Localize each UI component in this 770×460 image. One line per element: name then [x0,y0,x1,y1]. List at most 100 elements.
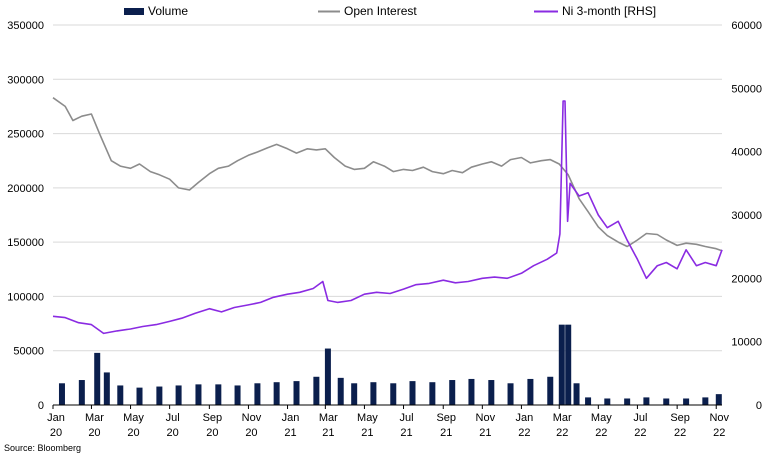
y-left-tick-label: 300000 [7,74,44,86]
volume-bar [449,380,456,405]
y-left-tick-label: 150000 [7,237,44,249]
volume-bar [429,382,436,405]
x-tick-label-year: 20 [50,427,62,439]
legend-label-open-interest: Open Interest [344,4,417,18]
volume-bar [643,397,650,405]
volume-bar [58,383,65,405]
y-right-tick-label: 30000 [731,210,762,222]
y-right-tick-label: 50000 [731,83,762,95]
x-tick-label-month: May [591,412,612,424]
legend-swatch-volume [124,8,144,15]
volume-bar [604,398,611,405]
volume-bar [313,376,320,405]
volume-bar [573,383,580,405]
volume-bar [337,377,344,405]
x-tick-label-year: 20 [206,427,218,439]
volume-bar [663,398,670,405]
y-left-tick-label: 200000 [7,183,44,195]
x-tick-label-month: Jul [166,412,180,424]
x-tick-label-year: 21 [400,427,412,439]
x-tick-label-month: Mar [319,412,338,424]
x-tick-label-year: 22 [674,427,686,439]
x-tick-label-year: 22 [713,427,725,439]
x-tick-label-month: Sep [436,412,456,424]
x-tick-label-month: May [357,412,378,424]
x-tick-label-month: Jul [633,412,647,424]
volume-bar [254,383,261,405]
volume-bar [527,378,534,405]
x-tick-label-year: 22 [518,427,530,439]
legend: Volume Open Interest Ni 3-month [RHS] [124,4,656,18]
volume-bar [370,382,377,405]
volume-bar [273,382,280,405]
y-left-tick-label: 250000 [7,129,44,141]
volume-bar [117,385,124,405]
x-tick-label-month: Nov [242,412,262,424]
x-tick-label-year: 21 [361,427,373,439]
y-left-tick-label: 0 [38,400,44,412]
volume-bar [585,397,592,405]
x-tick-label-month: Mar [553,412,572,424]
x-tick-label-year: 21 [479,427,491,439]
x-tick-label-year: 20 [245,427,257,439]
x-tick-label-month: May [123,412,144,424]
y-left-tick-label: 50000 [13,346,44,358]
open-interest-line [52,97,723,252]
gridlines [53,24,722,352]
y-right-tick-label: 60000 [731,20,762,32]
volume-bar [234,385,241,405]
series-lines [52,97,723,335]
volume-bar [507,383,514,405]
volume-bar [324,348,331,405]
volume-bar [78,380,85,405]
x-tick-label-year: 22 [556,427,568,439]
volume-bar [702,397,709,405]
legend-item-open-interest: Open Interest [318,4,417,18]
volume-bar [293,381,300,405]
x-tick-label-month: Sep [203,412,223,424]
volume-bar [715,394,722,405]
volume-bar [488,380,495,405]
x-tick-label-month: Nov [709,412,729,424]
volume-bar [175,385,182,405]
x-tick-label-month: Nov [476,412,496,424]
volume-bar [390,383,397,405]
legend-label-ni-3-month: Ni 3-month [RHS] [562,4,656,18]
volume-bar [215,384,222,405]
x-tick-label-year: 21 [284,427,296,439]
volume-bar [565,324,572,405]
volume-bar [351,383,358,405]
x-tick-label-year: 20 [88,427,100,439]
x-tick-label-month: Jan [516,412,534,424]
volume-bar [195,384,202,405]
y-right-tick-label: 20000 [731,273,762,285]
axes: 0500001000001500002000002500003000003500… [7,20,762,439]
y-left-tick-label: 350000 [7,20,44,32]
y-right-tick-label: 10000 [731,337,762,349]
volume-bar [558,324,565,405]
legend-item-volume: Volume [124,4,188,18]
volume-bar [156,386,163,405]
y-right-tick-label: 0 [756,400,762,412]
volume-bar [94,352,101,405]
x-tick-label-month: Jan [47,412,65,424]
volume-bar [409,381,416,405]
ni-3-month-line [52,100,723,335]
x-tick-label-month: Mar [85,412,104,424]
volume-bar [624,398,631,405]
x-tick-label-year: 20 [167,427,179,439]
x-tick-label-year: 22 [595,427,607,439]
volume-bar [547,376,554,405]
volume-bar [468,378,475,405]
x-tick-label-month: Jul [399,412,413,424]
y-right-tick-label: 40000 [731,147,762,159]
legend-label-volume: Volume [148,4,188,18]
source-note: Source: Bloomberg [4,443,81,453]
legend-item-ni-3-month: Ni 3-month [RHS] [534,4,656,18]
volume-bar [136,387,143,405]
volume-bar [683,398,690,405]
volume-bars [58,324,722,405]
x-tick-label-month: Sep [670,412,690,424]
x-tick-label-year: 22 [634,427,646,439]
x-tick-label-year: 21 [440,427,452,439]
